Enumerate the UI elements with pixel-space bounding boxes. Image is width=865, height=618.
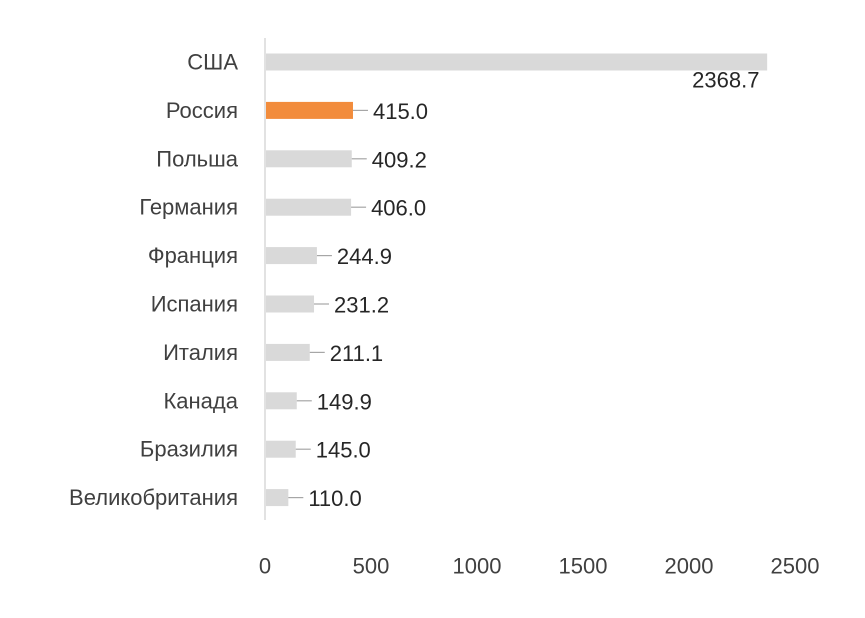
data-label: 2368.7 [692,68,759,93]
category-label: Великобритания [69,485,238,510]
category-label: Польша [156,146,239,171]
data-label: 211.1 [330,341,383,366]
category-label: Испания [151,292,238,317]
x-tick-label: 2500 [771,554,820,579]
data-label: 409.2 [372,147,427,172]
x-tick-label: 1000 [453,554,502,579]
category-label: Германия [139,195,238,220]
data-label: 244.9 [337,244,392,269]
category-label: Италия [163,340,238,365]
data-label: 145.0 [316,438,371,463]
data-label: 110.0 [308,486,361,511]
x-tick-label: 500 [353,554,390,579]
bar-7 [266,392,297,410]
category-label: Канада [163,388,238,413]
x-tick-labels-group: 0 500 1000 1500 2000 2500 [259,554,820,579]
x-tick-label: 1500 [559,554,608,579]
bar-4 [266,247,317,265]
data-label: 149.9 [317,389,372,414]
category-label: Франция [148,243,238,268]
bar-6 [266,343,310,361]
category-label: Бразилия [140,437,238,462]
bar-2 [266,150,352,168]
data-label: 231.2 [334,293,389,318]
bar-0 [266,53,768,71]
bar-1 [266,101,353,119]
bar-3 [266,198,352,216]
x-tick-label: 2000 [665,554,714,579]
data-label: 406.0 [371,196,426,221]
data-label: 415.0 [373,99,428,124]
bar-9 [266,489,289,507]
category-label: Россия [166,98,238,123]
data-labels-group: 2368.7 415.0 409.2 406.0 244.9 231.2 211.1 149.… [308,68,759,512]
category-labels-group: США Россия Польша Германия Франция Испания Ита… [69,50,239,511]
bar-5 [266,295,315,313]
x-tick-label: 0 [259,554,271,579]
category-label: США [187,50,238,75]
bars-group [266,53,768,507]
bar-8 [266,440,296,458]
leader-lines-group [288,109,368,499]
